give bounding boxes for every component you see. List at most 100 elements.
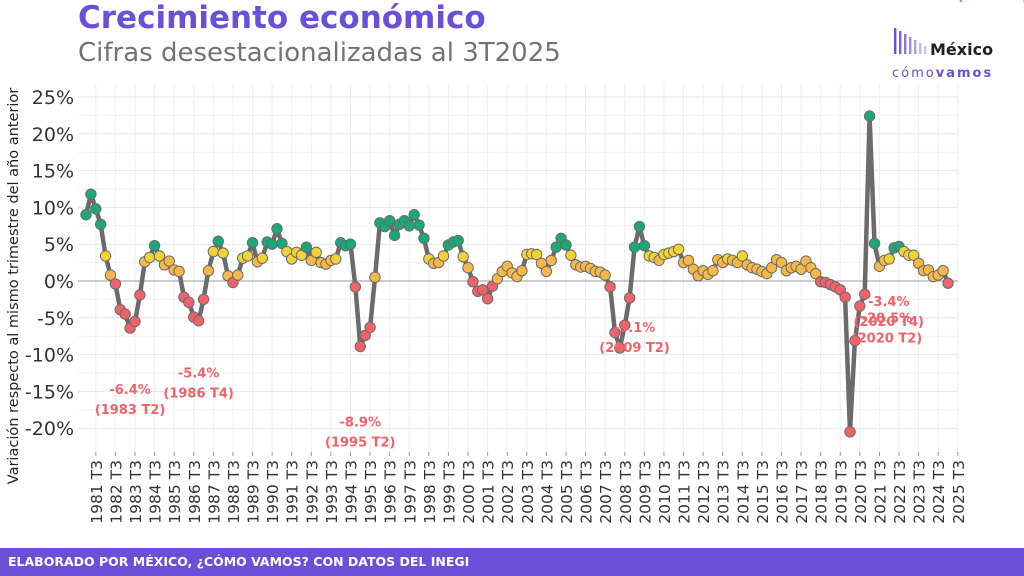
growth-points bbox=[80, 110, 954, 438]
footer-bar: ELABORADO POR MÉXICO, ¿CÓMO VAMOS? CON D… bbox=[0, 548, 1024, 576]
data-point bbox=[467, 276, 479, 288]
data-point bbox=[202, 264, 215, 277]
annotation-period: (2009 T2) bbox=[599, 341, 670, 356]
data-point bbox=[849, 334, 861, 347]
chart-annotations: -6.4% (1983 T2) -5.4% (1986 T4) -8.9% (1995 T… bbox=[95, 0, 1024, 451]
x-tick-label: 2006 T3 bbox=[578, 460, 596, 524]
y-tick-label: -5% bbox=[37, 308, 74, 330]
data-point bbox=[349, 281, 362, 293]
x-tick-label: 2021 T3 bbox=[871, 460, 889, 524]
data-point bbox=[863, 110, 876, 122]
annotation-value: -3.4% bbox=[868, 295, 909, 310]
data-point bbox=[672, 243, 685, 256]
data-point bbox=[90, 203, 102, 215]
data-point bbox=[104, 269, 117, 281]
x-tick-label: 2002 T3 bbox=[499, 460, 517, 524]
annotation-period: (1983 T2) bbox=[95, 403, 166, 418]
data-point bbox=[540, 265, 553, 278]
data-point bbox=[383, 214, 396, 227]
y-axis-label: Variación respecto al mismo trimestre de… bbox=[6, 88, 22, 484]
x-tick-label: 1996 T3 bbox=[382, 460, 400, 524]
y-axis-ticks: 25% 20% 15% 10% 5% 0% -5% -10% -15% -20% bbox=[25, 87, 74, 440]
data-point bbox=[854, 300, 866, 312]
data-point bbox=[256, 252, 269, 264]
logo-tagline-b: vamos bbox=[935, 66, 994, 81]
data-point bbox=[85, 188, 97, 200]
data-point bbox=[143, 251, 156, 264]
data-point bbox=[344, 238, 357, 250]
y-tick-label: 0% bbox=[44, 271, 74, 293]
annotation-period: (2025 T3) bbox=[957, 0, 1024, 4]
x-tick-label: 2014 T3 bbox=[734, 460, 752, 524]
data-point bbox=[623, 292, 636, 304]
annotation-period: (1995 T2) bbox=[325, 436, 396, 451]
x-tick-label: 1982 T3 bbox=[107, 460, 125, 524]
x-axis-ticks: 1981 T3 1982 T3 1983 T3 1984 T3 1985 T3 1986 … bbox=[88, 452, 968, 524]
data-point bbox=[148, 239, 161, 252]
gdp-growth-line-chart: 25%20%15%10%5%0%-5%-10%-15%-20% 1981 T3 1… bbox=[6, 0, 1024, 524]
x-tick-label: 1985 T3 bbox=[166, 460, 184, 524]
data-point bbox=[530, 248, 543, 261]
data-point bbox=[457, 251, 469, 263]
x-tick-label: 1991 T3 bbox=[284, 460, 302, 524]
x-tick-label: 1986 T3 bbox=[186, 460, 204, 524]
data-point bbox=[388, 229, 401, 242]
data-point bbox=[565, 249, 577, 261]
data-point bbox=[173, 265, 185, 278]
data-point bbox=[246, 237, 259, 249]
data-point bbox=[614, 342, 626, 354]
annotation-period: (1986 T4) bbox=[163, 387, 234, 402]
data-point bbox=[354, 340, 366, 353]
data-point bbox=[197, 293, 210, 306]
x-tick-label: 1997 T3 bbox=[401, 460, 419, 524]
data-point bbox=[241, 250, 254, 262]
x-tick-label: 1992 T3 bbox=[303, 460, 321, 524]
data-point bbox=[937, 264, 949, 277]
data-point bbox=[109, 278, 122, 290]
x-tick-label: 2011 T3 bbox=[676, 460, 694, 524]
annotation-period: (2020 T2) bbox=[852, 332, 923, 347]
chart-subtitle: Cifras desestacionalizadas al 3T2025 bbox=[78, 38, 561, 68]
annotation-value: -0.3% bbox=[972, 0, 1013, 4]
x-tick-label: 1990 T3 bbox=[264, 460, 282, 524]
data-point bbox=[266, 238, 278, 250]
x-tick-label: 2023 T3 bbox=[911, 460, 929, 524]
data-point bbox=[633, 220, 646, 233]
x-tick-label: 2017 T3 bbox=[793, 460, 811, 524]
x-tick-label: 2020 T3 bbox=[852, 460, 870, 524]
data-point bbox=[481, 292, 494, 305]
x-tick-label: 2013 T3 bbox=[715, 460, 733, 524]
data-point bbox=[99, 250, 112, 262]
data-point bbox=[868, 237, 881, 250]
footer-credit: ELABORADO POR MÉXICO, ¿CÓMO VAMOS? CON D… bbox=[8, 554, 470, 569]
data-point bbox=[516, 264, 528, 277]
x-tick-label: 2016 T3 bbox=[773, 460, 791, 524]
data-point bbox=[300, 241, 313, 253]
y-tick-label: 5% bbox=[44, 234, 74, 256]
data-point bbox=[839, 291, 851, 303]
data-point bbox=[619, 319, 631, 331]
data-point bbox=[707, 264, 719, 277]
data-point bbox=[134, 289, 146, 301]
x-tick-label: 2007 T3 bbox=[597, 460, 615, 524]
data-point bbox=[330, 253, 342, 265]
x-tick-label: 2024 T3 bbox=[930, 460, 948, 524]
data-point bbox=[163, 255, 175, 267]
logo-tagline: cómovamos bbox=[892, 66, 993, 81]
data-point bbox=[462, 262, 474, 274]
data-point bbox=[94, 218, 107, 231]
chart-title: Crecimiento económico bbox=[78, 0, 486, 36]
x-tick-label: 2009 T3 bbox=[636, 460, 654, 524]
x-tick-label: 1993 T3 bbox=[323, 460, 341, 524]
data-point bbox=[192, 315, 205, 327]
y-tick-label: 10% bbox=[32, 197, 74, 219]
y-tick-label: 15% bbox=[32, 161, 74, 183]
mexico-como-vamos-logo: México cómovamos bbox=[888, 24, 1013, 84]
x-tick-label: 1998 T3 bbox=[421, 460, 439, 524]
x-tick-label: 2012 T3 bbox=[695, 460, 713, 524]
data-point bbox=[207, 245, 220, 258]
x-tick-label: 2005 T3 bbox=[558, 460, 576, 524]
y-tick-label: 25% bbox=[32, 87, 74, 109]
x-tick-label: 2008 T3 bbox=[617, 460, 635, 524]
data-point bbox=[232, 269, 244, 281]
